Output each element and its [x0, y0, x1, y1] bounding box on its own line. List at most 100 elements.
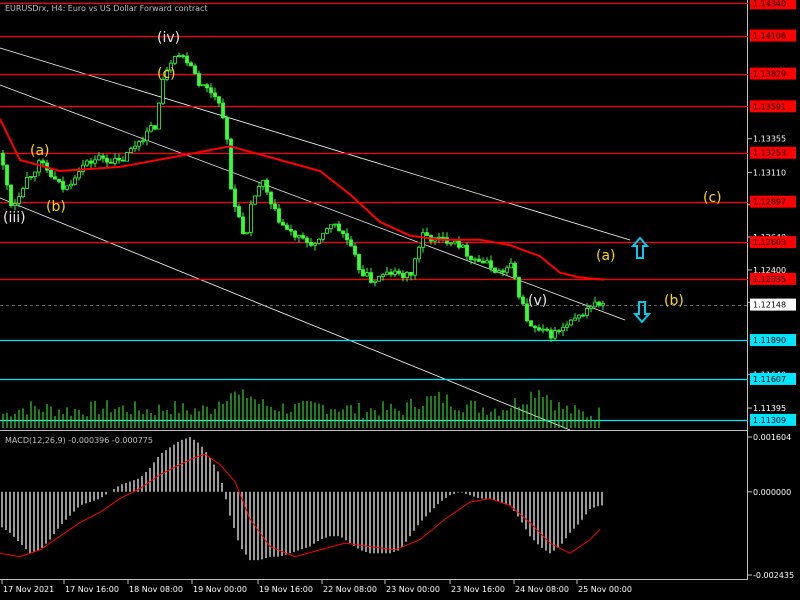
candle-body	[217, 96, 221, 104]
level-price-box	[750, 0, 796, 10]
candle-body	[69, 183, 73, 187]
candle-body	[9, 184, 13, 206]
candle-body	[197, 73, 201, 86]
time-axis: 17 Nov 2021 17 Nov 16:00 18 Nov 08:00 19 No…	[1, 580, 632, 594]
wave-label: (b)	[664, 293, 684, 309]
candle-body	[437, 236, 441, 239]
candle-body	[17, 196, 21, 204]
price-candles	[1, 52, 605, 343]
candle-body	[389, 271, 393, 275]
candle-body	[373, 280, 377, 283]
candle-body	[561, 326, 565, 332]
trend-line	[0, 47, 631, 241]
candle-body	[109, 161, 113, 164]
wave-label: (iii)	[3, 210, 26, 226]
price-tick-label: 1.11395	[753, 404, 786, 413]
candle-body	[117, 157, 121, 161]
candle-body	[65, 185, 69, 190]
candle-body	[49, 169, 53, 178]
candle-body	[557, 330, 561, 333]
level-price-box	[750, 413, 796, 426]
candle-body	[185, 55, 189, 64]
level-price-label: 1.11607	[753, 375, 786, 384]
candle-body	[541, 328, 545, 331]
candle-body	[221, 102, 225, 119]
candle-body	[497, 270, 501, 273]
level-price-box	[750, 334, 796, 347]
wave-label: (b)	[46, 199, 66, 215]
candle-body	[449, 242, 453, 245]
chart-title: EURUSDrx, H4: Euro vs US Dollar Forward …	[5, 4, 208, 13]
candle-body	[281, 221, 285, 226]
wave-label: (c)	[703, 190, 722, 206]
time-tick-label: 17 Nov 2021	[3, 585, 54, 594]
wave-label: (a)	[596, 248, 616, 264]
candle-body	[173, 56, 177, 64]
macd-histogram	[1, 437, 603, 561]
level-price-box	[750, 146, 796, 159]
level-price-box	[750, 29, 796, 42]
level-price-label: 1.12897	[753, 198, 786, 207]
candle-body	[593, 301, 597, 308]
candle-body	[457, 240, 461, 248]
candle-body	[121, 159, 125, 162]
moving-average-line	[0, 118, 605, 281]
candle-body	[397, 270, 401, 274]
candle-body	[137, 141, 141, 147]
candle-body	[369, 272, 373, 283]
candle-body	[425, 232, 429, 236]
candle-body	[485, 260, 489, 264]
candle-body	[253, 195, 257, 205]
candle-body	[33, 171, 37, 177]
candle-body	[309, 241, 313, 246]
candle-body	[153, 125, 157, 130]
candle-body	[269, 191, 273, 205]
wave-labels: (iv) (c) (a) (b) (iii) (c) (a) (b) (v)	[3, 30, 722, 309]
candle-body	[337, 223, 341, 232]
candle-body	[465, 244, 469, 257]
candle-body	[225, 117, 229, 140]
level-price-box	[750, 272, 796, 285]
trend-line	[0, 197, 571, 431]
candle-body	[409, 272, 413, 276]
candle-body	[573, 317, 577, 321]
candle-body	[381, 274, 385, 277]
candle-body	[525, 303, 529, 322]
candle-body	[273, 203, 277, 210]
up-arrow-icon	[630, 236, 650, 259]
candle-body	[473, 258, 477, 261]
level-price-label: 1.14106	[753, 32, 786, 41]
candle-body	[21, 188, 25, 198]
candle-body	[93, 159, 97, 164]
price-axis: 1.133551.131101.128751.126401.124001.121…	[748, 0, 796, 580]
candle-body	[161, 79, 165, 104]
candle-body	[81, 164, 85, 173]
candle-body	[101, 155, 105, 159]
candle-body	[277, 208, 281, 223]
candle-body	[301, 235, 305, 239]
candle-body	[545, 328, 549, 331]
candle-body	[149, 125, 153, 132]
level-lines	[0, 2, 748, 422]
level-price-label: 1.14340	[753, 0, 786, 8]
price-tick-label: 1.13110	[753, 168, 786, 177]
candle-body	[401, 272, 405, 279]
candle-body	[553, 330, 557, 339]
candle-body	[125, 152, 129, 162]
candle-body	[469, 255, 473, 260]
candle-body	[77, 171, 81, 179]
candle-body	[285, 224, 289, 230]
candle-body	[441, 236, 445, 239]
level-price-box	[750, 372, 796, 385]
current-price-label: 1.12148	[753, 301, 786, 310]
macd-title: MACD(12,26,9) -0.000396 -0.000775	[5, 436, 153, 445]
candle-body	[305, 237, 309, 243]
candle-body	[1, 152, 5, 166]
candle-body	[529, 320, 533, 327]
candle-body	[533, 325, 537, 329]
candle-body	[357, 254, 361, 271]
macd-tick-label: -0.002435	[753, 571, 794, 580]
candle-body	[229, 138, 233, 190]
candle-body	[297, 235, 301, 238]
